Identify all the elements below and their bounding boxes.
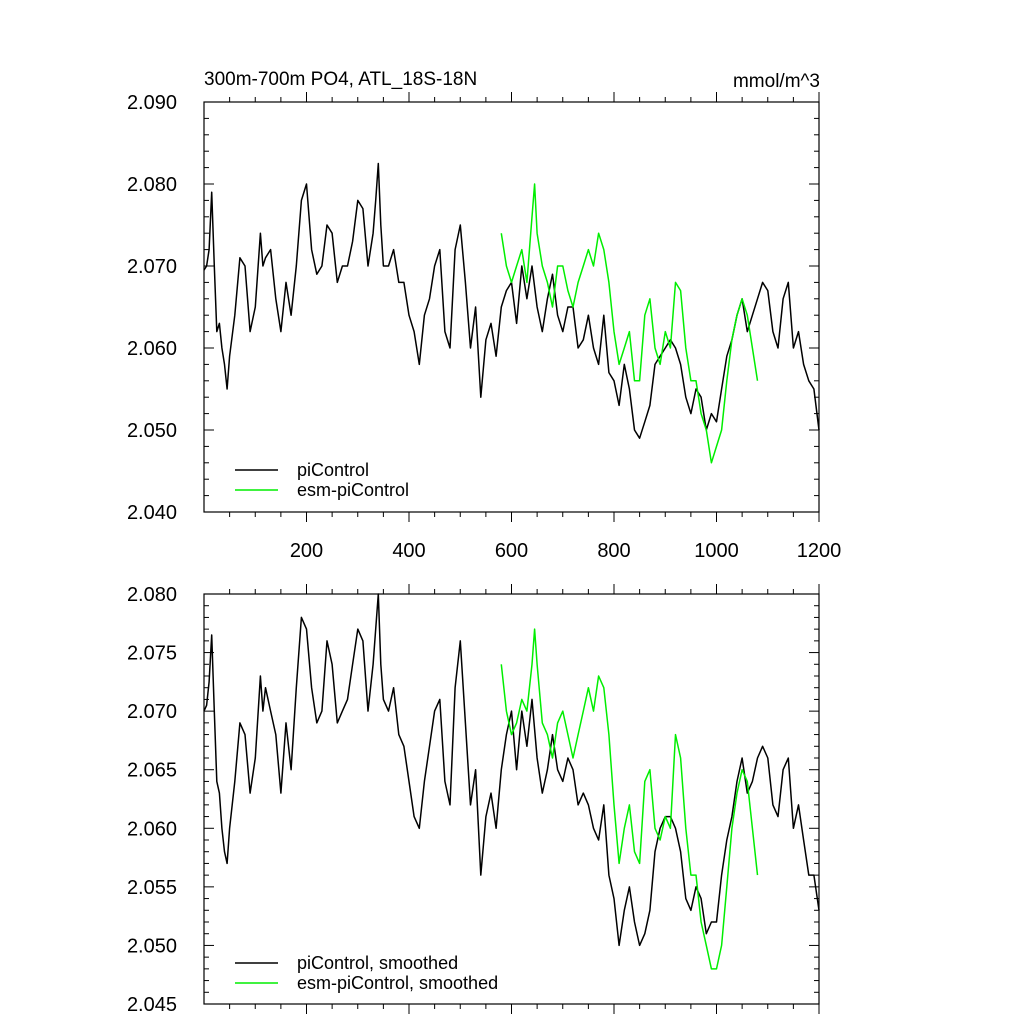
bottom-y-tick-label: 2.070 [127,701,177,723]
top-x-tick-label: 1000 [694,540,739,562]
top-x-tick-label: 200 [290,540,323,562]
legend-label-esm-picontrol: esm-piControl [297,480,409,500]
top-y-tick-label: 2.070 [127,256,177,278]
top-y-tick-label: 2.040 [127,502,177,524]
top-x-tick-label: 1200 [797,540,842,562]
top-x-tick-label: 600 [495,540,528,562]
top-y-tick-label: 2.050 [127,420,177,442]
top-series [203,162,820,464]
legend-label-picontrol: piControl [297,460,369,480]
legend-label-picontrol-smoothed: piControl, smoothed [297,953,458,973]
chart-title: 300m-700m PO4, ATL_18S-18N [204,69,477,90]
top-legend: piControl esm-piControl [235,460,409,500]
series-esm-picontrol [500,183,759,464]
bottom-y-tick-label: 2.045 [127,994,177,1016]
units-label: mmol/m^3 [733,71,820,92]
series-picontrol [203,162,820,439]
panel-top: 300m-700m PO4, ATL_18S-18N mmol/m^3 2.04… [127,69,841,562]
bottom-y-tick-label: 2.065 [127,760,177,782]
top-axes: 2.040 2.050 2.060 2.070 2.080 2.090 200 400 600 8… [127,92,841,562]
top-x-tick-label: 400 [392,540,425,562]
bottom-legend: piControl, smoothed esm-piControl, smoot… [235,953,498,993]
series-picontrol-smoothed [203,593,820,947]
bottom-y-tick-label: 2.050 [127,935,177,957]
bottom-plot-frame [203,593,820,1005]
bottom-y-tick-label: 2.075 [127,643,177,665]
panel-bottom: 2.045 2.050 2.055 2.060 2.065 2.070 2.075 2.080… [127,584,820,1016]
series-esm-picontrol-smoothed [500,628,759,970]
top-y-tick-label: 2.060 [127,338,177,360]
bottom-y-tick-label: 2.055 [127,877,177,899]
bottom-y-tick-label: 2.060 [127,818,177,840]
bottom-axes: 2.045 2.050 2.055 2.060 2.065 2.070 2.075 2.080 [127,584,820,1016]
top-x-tick-label: 800 [597,540,630,562]
legend-label-esm-picontrol-smoothed: esm-piControl, smoothed [297,973,498,993]
top-plot-frame [203,101,820,513]
bottom-y-tick-label: 2.080 [127,584,177,606]
top-y-tick-label: 2.080 [127,174,177,196]
bottom-series [203,593,820,970]
top-y-tick-label: 2.090 [127,92,177,114]
